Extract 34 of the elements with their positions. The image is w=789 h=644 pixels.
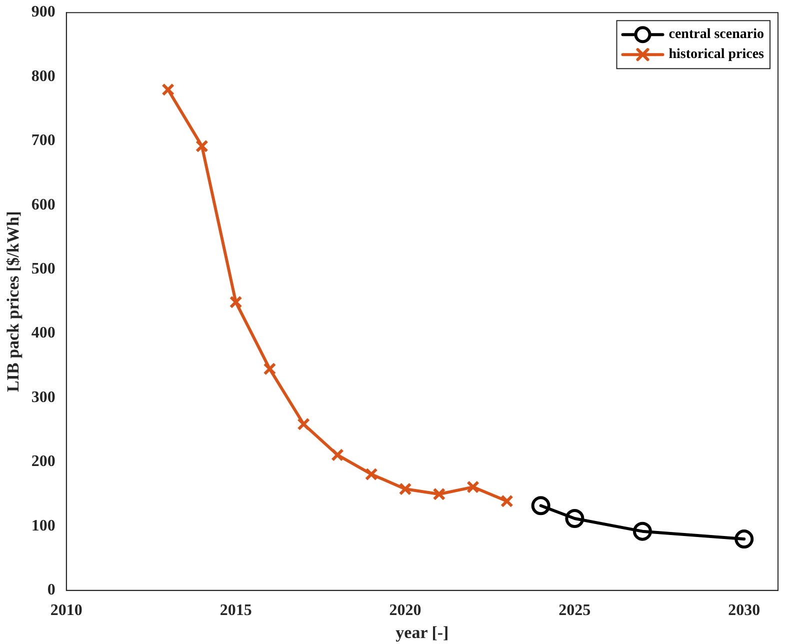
y-axis-title: LIB pack prices [$/kWh]	[4, 211, 23, 392]
point	[297, 418, 310, 431]
point	[632, 522, 652, 541]
y-tick-label: 900	[31, 4, 56, 21]
point	[331, 448, 344, 462]
point	[734, 530, 754, 549]
y-tick-label: 200	[31, 453, 56, 470]
x-tick-label: 2025	[558, 602, 591, 620]
point	[531, 496, 550, 516]
y-tick-label: 300	[31, 388, 56, 406]
y-tick-label: 700	[31, 132, 56, 150]
x-tick-label: 2015	[220, 602, 252, 620]
point	[229, 296, 242, 309]
x-tick-label: 2030	[728, 602, 760, 620]
point	[195, 140, 208, 153]
y-tick-label: 400	[31, 324, 56, 342]
y-tick-label: 800	[31, 68, 56, 85]
point	[162, 83, 175, 96]
legend-label: historical prices	[668, 47, 765, 62]
y-tick-label: 0	[47, 582, 56, 599]
point	[432, 488, 446, 501]
legend-label: central scenario	[668, 27, 764, 42]
point	[263, 362, 276, 376]
point	[364, 468, 378, 481]
y-tick-label: 500	[31, 260, 56, 278]
point	[398, 482, 412, 496]
x-axis-title: year [-]	[396, 623, 449, 642]
y-tick-label: 100	[31, 517, 56, 534]
y-tick-label: 600	[31, 196, 56, 214]
x-tick-label: 2020	[389, 602, 422, 620]
point	[500, 494, 514, 508]
point	[565, 508, 584, 528]
point	[466, 480, 480, 494]
x-tick-label: 2010	[50, 602, 82, 620]
